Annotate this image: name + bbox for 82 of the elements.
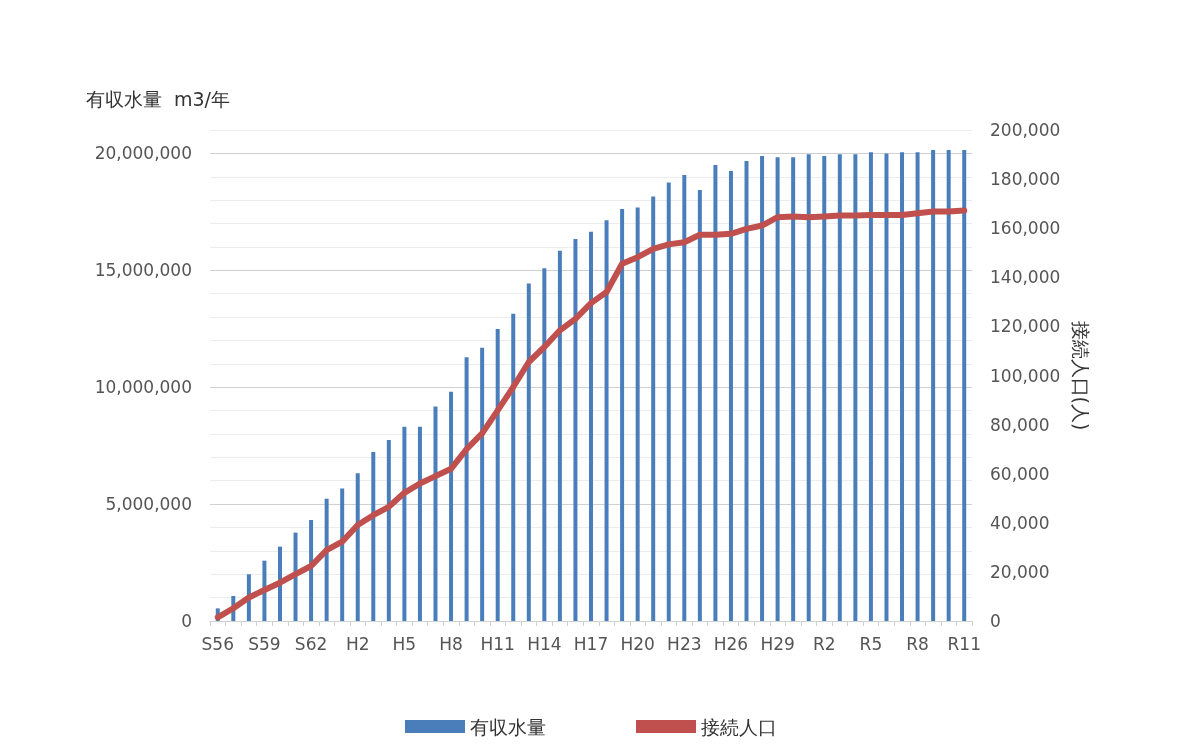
y2-axis-title: 接続人口(人) [1069, 320, 1092, 431]
bar [417, 426, 422, 621]
legend-label: 有収水量 [470, 715, 546, 738]
x-tick-label: H29 [760, 633, 795, 654]
y2-tick-label: 0 [990, 611, 1001, 631]
y2-tick-label: 180,000 [990, 169, 1061, 190]
x-tick-label: H20 [620, 633, 655, 654]
bar [355, 473, 360, 621]
x-tick-label: H5 [392, 633, 417, 654]
bar [542, 268, 547, 621]
bar [666, 182, 671, 621]
x-tick-label: H23 [667, 633, 702, 654]
legend-label: 接続人口 [701, 715, 777, 738]
x-tick-label: S59 [248, 633, 281, 654]
bar [620, 209, 625, 621]
bar [651, 196, 656, 621]
bar [526, 283, 531, 621]
bar [744, 161, 749, 621]
x-tick-label: H11 [480, 633, 515, 654]
bar [293, 532, 298, 621]
x-tick-label: H17 [573, 633, 609, 654]
bar [962, 150, 967, 621]
y2-tick-label: 140,000 [990, 267, 1061, 288]
x-tick-label: R11 [947, 633, 981, 654]
bar [728, 170, 733, 621]
x-tick-label: S56 [201, 633, 234, 654]
bar [573, 238, 578, 621]
x-tick-label: S62 [294, 633, 328, 654]
bar [340, 488, 345, 621]
bar [946, 150, 951, 621]
bar [775, 157, 780, 621]
y2-tick-label: 200,000 [990, 120, 1061, 140]
bar [589, 231, 593, 621]
bar [868, 152, 873, 621]
x-tick-label: H2 [345, 633, 370, 654]
bar [791, 157, 796, 621]
bar [915, 152, 920, 621]
bar [309, 519, 314, 621]
y2-tick-label: 60,000 [990, 463, 1050, 484]
bar [386, 440, 391, 621]
bar [837, 154, 842, 621]
x-tick-label: R2 [812, 633, 836, 654]
y-tick-label: 10,000,000 [94, 377, 192, 398]
bar [713, 165, 718, 621]
y2-tick-label: 160,000 [990, 218, 1061, 239]
x-tick-label: R8 [906, 633, 929, 654]
bar [277, 546, 282, 621]
bar [604, 220, 609, 621]
bar [806, 154, 811, 621]
bar [511, 313, 516, 621]
bar [371, 451, 376, 621]
y2-tick-label: 120,000 [990, 316, 1061, 337]
bar [931, 150, 936, 621]
bar [464, 357, 469, 621]
bar [402, 426, 407, 621]
x-tick-label: H8 [439, 633, 463, 654]
bar [324, 498, 329, 621]
bar [635, 207, 640, 621]
y-tick-label: 20,000,000 [94, 143, 192, 164]
x-tick-label: R5 [859, 633, 883, 654]
bar [449, 391, 454, 621]
x-tick-label: H26 [713, 633, 749, 654]
bar [495, 328, 500, 621]
y2-tick-label: 100,000 [990, 365, 1061, 386]
bar [557, 250, 562, 621]
bar [822, 155, 827, 621]
bar [884, 153, 889, 621]
y2-tick-label: 20,000 [990, 561, 1050, 582]
bar [433, 406, 438, 621]
bar [682, 174, 687, 621]
y-tick-label: 15,000,000 [94, 260, 192, 281]
y2-tick-label: 80,000 [990, 414, 1050, 435]
bar [697, 190, 702, 621]
bar [900, 152, 905, 621]
y-axis-title: 有収水量 m3/年 [85, 87, 230, 110]
y-tick-label: 5,000,000 [105, 494, 192, 515]
y-tick-label: 0 [181, 611, 192, 631]
bar [760, 155, 765, 621]
y2-tick-label: 40,000 [990, 512, 1050, 533]
bar [480, 347, 485, 621]
x-tick-label: H14 [527, 633, 562, 654]
bar [853, 154, 858, 621]
